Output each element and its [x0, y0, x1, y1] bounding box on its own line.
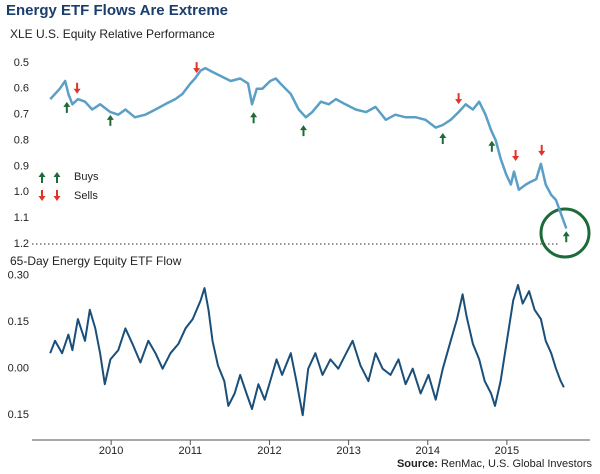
x-tick-label: 2010 [99, 445, 123, 457]
signal-arrow [299, 125, 307, 137]
data-line [49, 284, 565, 417]
y-tick-label: 0.15 [8, 409, 29, 421]
signal-arrow [53, 172, 61, 183]
signal-arrow [53, 190, 61, 201]
y-tick-label: 0.9 [14, 160, 29, 172]
y-tick-label: 0.7 [14, 109, 29, 121]
legend-label: Buys [74, 171, 99, 183]
signal-arrow [63, 101, 71, 113]
y-tick-label: 0.15 [8, 316, 29, 328]
signal-arrow [488, 140, 496, 152]
page-title: Energy ETF Flows Are Extreme [6, 2, 228, 19]
signal-arrow [439, 132, 447, 144]
signal-arrow [562, 231, 570, 243]
source-text: RenMac, U.S. Global Investors [441, 458, 593, 470]
x-tick-label: 2015 [495, 445, 519, 457]
panel-title: 65-Day Energy Equity ETF Flow [10, 254, 182, 268]
y-tick-label: 0.00 [8, 363, 29, 375]
legend-label: Sells [74, 190, 98, 202]
y-tick-label: 0.8 [14, 134, 29, 146]
source-label: Source: [397, 458, 438, 470]
x-tick-label: 2011 [178, 445, 202, 457]
y-tick-label: 1.1 [14, 212, 29, 224]
signal-arrow [250, 112, 258, 124]
signal-arrow [38, 172, 46, 183]
signal-arrow [106, 114, 114, 126]
signal-arrow [193, 62, 201, 74]
y-tick-label: 1.2 [14, 238, 29, 250]
signal-arrow [73, 82, 81, 94]
signal-arrow [38, 190, 46, 201]
x-tick-label: 2014 [416, 445, 440, 457]
data-line [49, 66, 568, 229]
highlight-circle [539, 207, 591, 259]
panel-title: XLE U.S. Equity Relative Performance [10, 27, 215, 41]
x-tick-label: 2013 [336, 445, 360, 457]
y-tick-label: 1.0 [14, 186, 29, 198]
source: Source: RenMac, U.S. Global Investors [397, 458, 593, 470]
y-tick-label: 0.5 [14, 57, 29, 69]
signal-arrow [538, 144, 546, 156]
x-tick-label: 2012 [257, 445, 281, 457]
signal-arrow [512, 150, 520, 162]
y-tick-label: 0.6 [14, 83, 29, 95]
y-tick-label: 0.30 [8, 270, 29, 282]
signal-arrow [455, 93, 463, 105]
